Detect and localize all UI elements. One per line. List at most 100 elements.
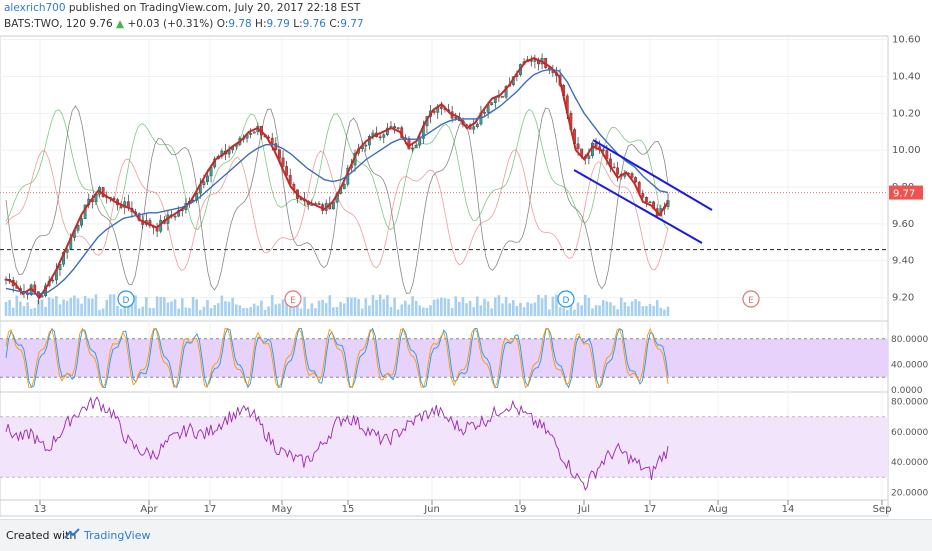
volume-bar (303, 296, 306, 316)
candle-body (576, 143, 580, 150)
volume-bar (321, 299, 324, 316)
author-link[interactable]: alexrich700 (4, 2, 66, 14)
volume-bar (458, 301, 461, 316)
candle-body (270, 137, 274, 144)
candle-body (439, 106, 443, 109)
stoch-tick-label: 40.0000 (891, 360, 928, 370)
volume-bar (256, 305, 260, 316)
volume-bar (375, 299, 378, 316)
volume-bar (407, 304, 411, 316)
x-tick-label: 13 (34, 504, 47, 515)
volume-bar (213, 305, 216, 316)
trend-channel[interactable] (573, 139, 713, 244)
volume-bar (609, 302, 612, 316)
volume-bar (339, 301, 342, 316)
candle-body (396, 127, 400, 129)
x-tick-label: 15 (342, 504, 355, 515)
chart-canvas[interactable]: D E D E 13 Apr 17 May 15 Jun 19 Jul 17 Aug 14 Sep 10.60… (0, 0, 932, 519)
volume-bar (450, 307, 454, 316)
volume-bar (306, 308, 310, 316)
candle-body (634, 177, 638, 183)
x-tick-label: Jun (423, 504, 440, 515)
channel-upper-line (592, 139, 713, 211)
candle-body (645, 196, 648, 203)
volume-bar (206, 300, 209, 316)
candle-body (249, 133, 253, 135)
ohlc-open: 9.78 (228, 18, 252, 30)
volume-bar (76, 298, 80, 316)
candle-body (278, 149, 281, 159)
volume-bar (418, 305, 422, 316)
sma-fast-line (5, 57, 669, 300)
volume-bar (109, 294, 112, 316)
volume-bar (134, 295, 137, 316)
volume-bar (98, 309, 101, 316)
stochastic-panel (0, 327, 888, 389)
volume-bar (37, 299, 40, 316)
volume-bar (55, 296, 58, 316)
volume-bar (404, 300, 407, 316)
stoch-tick-label: 80.0000 (891, 335, 928, 345)
last-price-tag (889, 185, 923, 200)
volume-bar (515, 305, 519, 316)
volume-bar (4, 301, 8, 316)
volume-bar (540, 298, 544, 316)
volume-bar (461, 297, 465, 316)
volume-bar (630, 301, 634, 316)
y-tick-label: 9.40 (892, 256, 914, 267)
ohlc-high-key: H: (255, 18, 267, 30)
channel-lower-line (573, 169, 703, 244)
ohlc-close-key: C: (329, 18, 341, 30)
volume-bar (663, 309, 666, 316)
volume-bar (400, 304, 404, 316)
x-tick-label: 14 (782, 504, 795, 515)
volume-bar (80, 303, 83, 316)
candle-body (501, 96, 504, 98)
volume-bar (130, 299, 134, 316)
event-marker-letter: E (748, 296, 754, 306)
volume-bar (19, 301, 22, 316)
x-tick-label: 17 (204, 504, 217, 515)
volume-bar (202, 306, 206, 316)
volume-bar (389, 307, 393, 316)
tradingview-brand-link[interactable]: TradingView (84, 529, 151, 542)
volume-bar (163, 297, 166, 316)
volume-bar (170, 301, 173, 316)
publish-line: alexrich700 published on TradingView.com… (4, 2, 360, 14)
volume-bar (184, 307, 188, 316)
volume-bar (432, 299, 436, 316)
symbol-label: BATS:TWO, 120 (4, 18, 86, 30)
last-price: 9.76 (89, 18, 113, 30)
candle-body (382, 134, 386, 138)
volume-bar (8, 299, 11, 316)
volume-bar (648, 304, 652, 316)
volume-bar (565, 309, 569, 316)
volume-bar (278, 303, 281, 316)
volume-bar (619, 297, 623, 316)
volume-bar (148, 307, 152, 316)
volume-bar (486, 301, 490, 316)
volume-bar (594, 304, 598, 316)
candle-body (641, 193, 645, 198)
up-arrow-icon: ▲ (116, 18, 125, 30)
volume-bar (119, 309, 123, 316)
volume-bar (260, 300, 263, 316)
rsi-tick-label: 60.0000 (891, 428, 928, 438)
volume-bar (504, 296, 508, 316)
stoch-k-line (5, 327, 669, 389)
volume-bar (166, 302, 170, 316)
volume-bar (583, 294, 587, 316)
ohlc-high: 9.79 (266, 18, 290, 30)
volume-bar (465, 303, 468, 316)
volume-bar (198, 309, 202, 316)
last-price-tag-label: 9.77 (893, 189, 915, 200)
x-tick-label: Apr (140, 504, 158, 515)
volume-bar (127, 305, 130, 316)
volume-bar (216, 303, 220, 316)
x-tick-label: Jul (577, 504, 590, 515)
volume-bar (479, 305, 483, 316)
volume-bar (547, 309, 551, 316)
volume-bar (310, 303, 314, 316)
volume-bar (353, 297, 357, 316)
